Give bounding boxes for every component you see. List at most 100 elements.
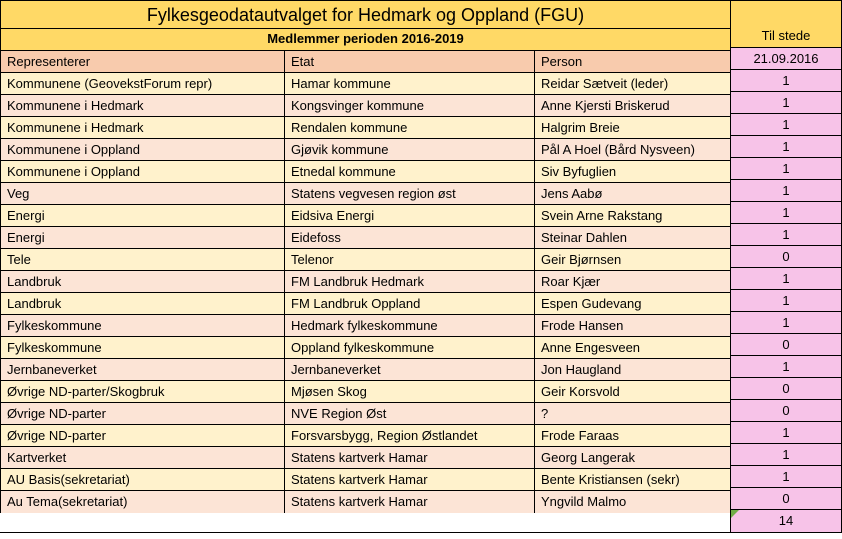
attendance-value: 1: [731, 290, 842, 312]
attendance-value: 1: [731, 422, 842, 444]
cell-person: Halgrim Breie: [535, 117, 731, 139]
cell-rep: Au Tema(sekretariat): [1, 491, 285, 513]
table-row: Kommunene i HedmarkRendalen kommuneHalgr…: [1, 117, 731, 139]
cell-etat: Etnedal kommune: [285, 161, 535, 183]
attendance-value: 1: [731, 466, 842, 488]
cell-etat: Statens vegvesen region øst: [285, 183, 535, 205]
table-row: Kommunene i HedmarkKongsvinger kommuneAn…: [1, 95, 731, 117]
attendance-value: 1: [731, 268, 842, 290]
cell-rep: Landbruk: [1, 293, 285, 315]
cell-rep: Kommunene i Oppland: [1, 139, 285, 161]
table-row: Au Tema(sekretariat)Statens kartverk Ham…: [1, 491, 731, 513]
attendance-value: 1: [731, 356, 842, 378]
attendance-row: 1: [731, 290, 842, 312]
attendance-value: 1: [731, 444, 842, 466]
cell-rep: Landbruk: [1, 271, 285, 293]
cell-rep: Veg: [1, 183, 285, 205]
attendance-row: 0: [731, 334, 842, 356]
table-row: KartverketStatens kartverk HamarGeorg La…: [1, 447, 731, 469]
attendance-row: 1: [731, 422, 842, 444]
attendance-row: 1: [731, 466, 842, 488]
cell-rep: Fylkeskommune: [1, 337, 285, 359]
cell-etat: Jernbaneverket: [285, 359, 535, 381]
cell-rep: Tele: [1, 249, 285, 271]
col-etat: Etat: [285, 51, 535, 73]
attendance-row: 1: [731, 158, 842, 180]
attendance-row: 1: [731, 114, 842, 136]
attendance-row: 1: [731, 312, 842, 334]
cell-etat: Oppland fylkeskommune: [285, 337, 535, 359]
attendance-row: 1: [731, 202, 842, 224]
page-subtitle: Medlemmer perioden 2016-2019: [0, 28, 730, 50]
attendance-value: 0: [731, 488, 842, 510]
cell-etat: Statens kartverk Hamar: [285, 491, 535, 513]
cell-etat: Forsvarsbygg, Region Østlandet: [285, 425, 535, 447]
cell-etat: FM Landbruk Oppland: [285, 293, 535, 315]
cell-person: Steinar Dahlen: [535, 227, 731, 249]
column-header-row: Representerer Etat Person: [1, 51, 731, 73]
cell-etat: Eidsiva Energi: [285, 205, 535, 227]
attendance-value: 1: [731, 70, 842, 92]
attendance-value: 1: [731, 312, 842, 334]
cell-person: Siv Byfuglien: [535, 161, 731, 183]
table-row: EnergiEidsiva EnergiSvein Arne Rakstang: [1, 205, 731, 227]
table-row: Kommunene i OpplandEtnedal kommuneSiv By…: [1, 161, 731, 183]
members-table: Representerer Etat Person Kommunene (Geo…: [0, 50, 730, 513]
attendance-value: 0: [731, 334, 842, 356]
table-row: AU Basis(sekretariat)Statens kartverk Ha…: [1, 469, 731, 491]
attendance-value: 1: [731, 158, 842, 180]
cell-etat: NVE Region Øst: [285, 403, 535, 425]
cell-person: Geir Korsvold: [535, 381, 731, 403]
attendance-row: 1: [731, 136, 842, 158]
col-person: Person: [535, 51, 731, 73]
table-row: Kommunene (GeovekstForum repr)Hamar komm…: [1, 73, 731, 95]
table-row: FylkeskommuneHedmark fylkeskommuneFrode …: [1, 315, 731, 337]
cell-person: Frode Hansen: [535, 315, 731, 337]
cell-rep: Øvrige ND-parter: [1, 403, 285, 425]
attendance-header: Til stede: [730, 0, 841, 47]
cell-person: Georg Langerak: [535, 447, 731, 469]
cell-etat: Eidefoss: [285, 227, 535, 249]
attendance-row: 1: [731, 180, 842, 202]
attendance-table: 11111111011101001110 14: [730, 69, 841, 532]
cell-person: Roar Kjær: [535, 271, 731, 293]
cell-person: Svein Arne Rakstang: [535, 205, 731, 227]
table-row: Øvrige ND-parterForsvarsbygg, Region Øst…: [1, 425, 731, 447]
col-representerer: Representerer: [1, 51, 285, 73]
attendance-value: 1: [731, 224, 842, 246]
attendance-row: 1: [731, 70, 842, 92]
cell-rep: Kartverket: [1, 447, 285, 469]
attendance-value: 0: [731, 400, 842, 422]
table-row: LandbrukFM Landbruk HedmarkRoar Kjær: [1, 271, 731, 293]
cell-person: Espen Gudevang: [535, 293, 731, 315]
cell-person: Yngvild Malmo: [535, 491, 731, 513]
cell-rep: Energi: [1, 227, 285, 249]
attendance-value: 1: [731, 180, 842, 202]
cell-rep: Energi: [1, 205, 285, 227]
cell-person: Jens Aabø: [535, 183, 731, 205]
table-row: Øvrige ND-parter/SkogbrukMjøsen SkogGeir…: [1, 381, 731, 403]
cell-etat: Mjøsen Skog: [285, 381, 535, 403]
cell-person: Geir Bjørnsen: [535, 249, 731, 271]
cell-rep: Kommunene i Hedmark: [1, 117, 285, 139]
cell-person: Anne Kjersti Briskerud: [535, 95, 731, 117]
cell-etat: Kongsvinger kommune: [285, 95, 535, 117]
cell-person: Reidar Sætveit (leder): [535, 73, 731, 95]
comment-indicator-icon: [731, 510, 739, 518]
attendance-value: 1: [731, 114, 842, 136]
cell-etat: Telenor: [285, 249, 535, 271]
cell-person: Jon Haugland: [535, 359, 731, 381]
attendance-value: 1: [731, 92, 842, 114]
table-container: Fylkesgeodatautvalget for Hedmark og Opp…: [0, 0, 842, 533]
cell-person: Bente Kristiansen (sekr): [535, 469, 731, 491]
table-row: Øvrige ND-parterNVE Region Øst?: [1, 403, 731, 425]
attendance-row: 0: [731, 246, 842, 268]
cell-etat: Rendalen kommune: [285, 117, 535, 139]
cell-rep: Kommunene i Hedmark: [1, 95, 285, 117]
table-row: VegStatens vegvesen region østJens Aabø: [1, 183, 731, 205]
cell-person: Frode Faraas: [535, 425, 731, 447]
cell-etat: Statens kartverk Hamar: [285, 447, 535, 469]
cell-rep: Jernbaneverket: [1, 359, 285, 381]
table-row: LandbrukFM Landbruk OpplandEspen Gudevan…: [1, 293, 731, 315]
cell-rep: Fylkeskommune: [1, 315, 285, 337]
